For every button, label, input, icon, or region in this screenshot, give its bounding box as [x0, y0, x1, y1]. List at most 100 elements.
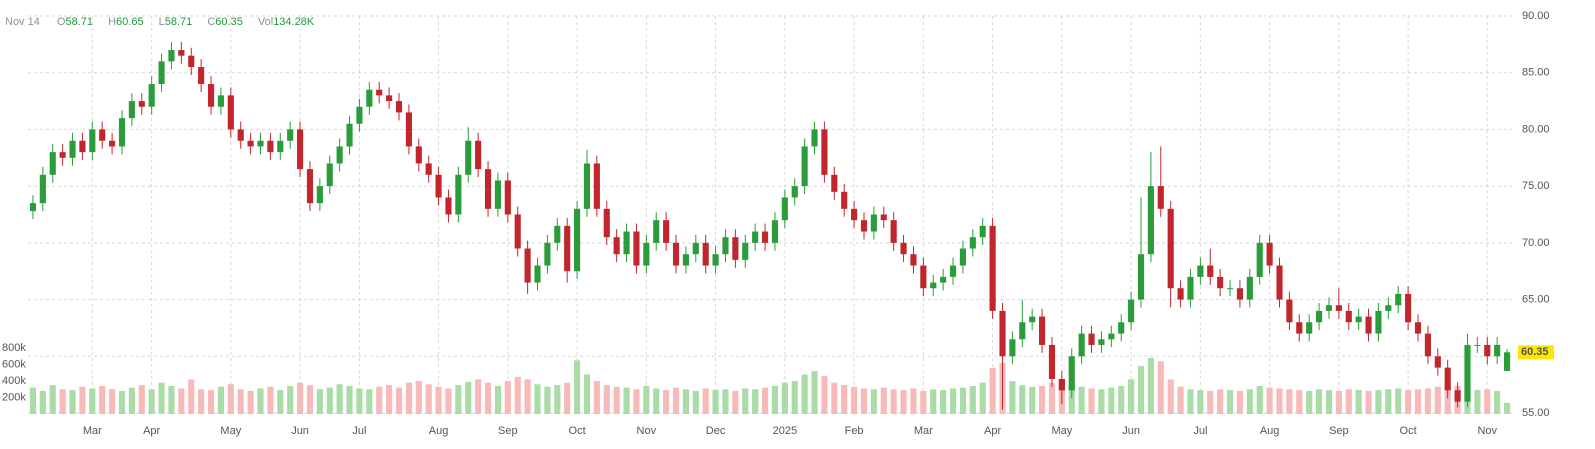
candle-body — [415, 146, 422, 164]
volume-bar — [514, 376, 521, 414]
candle-body — [900, 242, 907, 255]
volume-bar — [1177, 386, 1184, 414]
x-tick-label: Jul — [1193, 425, 1207, 437]
volume-bar — [376, 386, 383, 414]
volume-bar — [1484, 389, 1491, 414]
volume-bar — [1078, 386, 1085, 414]
volume-bar — [583, 374, 591, 414]
volume-bar — [1276, 388, 1283, 414]
candle-body — [296, 129, 304, 170]
volume-bar — [1375, 390, 1382, 414]
candle-body — [564, 225, 571, 272]
candle-body — [831, 174, 838, 192]
volume-bar — [69, 390, 76, 414]
volume-bar — [534, 384, 541, 414]
candle-body — [1009, 339, 1016, 357]
candle-body — [534, 265, 541, 283]
candle-body — [49, 152, 56, 175]
volume-bar — [158, 382, 165, 414]
x-tick-label: Mar — [914, 425, 933, 437]
candle-body — [880, 214, 887, 221]
volume-bar — [1157, 361, 1164, 414]
volume-bar — [1048, 382, 1056, 414]
candle-body — [39, 174, 46, 204]
volume-bar — [1167, 379, 1174, 414]
candle-body — [1375, 310, 1382, 334]
volume-bar — [79, 386, 86, 414]
candle-body — [504, 180, 511, 215]
candle-body — [128, 101, 135, 119]
candle-body — [1207, 265, 1214, 277]
volume-bar — [900, 390, 907, 414]
candle-body — [643, 242, 650, 266]
volume-bar — [1098, 389, 1105, 414]
volume-bar — [1296, 390, 1303, 414]
x-tick-label: Apr — [984, 425, 1001, 437]
candle-body — [237, 129, 244, 141]
volume-bar — [138, 385, 145, 414]
x-tick-label: Sep — [1329, 425, 1349, 437]
volume-bar — [1226, 390, 1234, 414]
candle-body — [1019, 322, 1026, 340]
candle-body — [732, 237, 739, 260]
volume-bars — [29, 357, 1511, 414]
volume-bar — [277, 390, 284, 414]
candle-body — [940, 276, 947, 283]
candle-body — [1236, 288, 1244, 300]
volume-bar — [593, 381, 600, 414]
volume-bar — [435, 386, 442, 414]
volume-bar — [989, 367, 996, 414]
volume-bar — [1137, 366, 1145, 414]
candle-body — [336, 146, 343, 164]
volume-bar — [484, 382, 492, 414]
volume-bar — [1128, 379, 1135, 414]
candle-body — [1385, 305, 1392, 311]
volume-bar — [356, 388, 363, 414]
x-tick-label: Feb — [845, 425, 864, 437]
candle-body — [59, 152, 66, 158]
y-tick-label: 70.00 — [1522, 237, 1550, 249]
volume-bar — [890, 389, 897, 414]
volume-bar — [217, 386, 224, 414]
candle-body — [969, 237, 976, 249]
volume-bar — [841, 385, 848, 414]
candle-body — [79, 140, 86, 153]
candle-body — [1365, 316, 1372, 334]
candle-body — [356, 106, 363, 124]
candle-body — [455, 174, 462, 215]
volume-bar — [1405, 390, 1412, 414]
volume-bar — [386, 385, 393, 414]
volume-bar — [366, 389, 373, 414]
legend-label: L — [159, 16, 165, 28]
volume-bar — [1325, 390, 1333, 414]
candle-body — [1167, 208, 1174, 289]
volume-bar — [1474, 390, 1481, 414]
volume-bar — [425, 384, 432, 414]
volume-bar — [544, 386, 551, 414]
candle-body — [306, 169, 314, 204]
candle-body — [613, 237, 620, 255]
volume-bar — [821, 376, 828, 414]
volume-bar — [395, 387, 403, 414]
volume-bar — [949, 388, 957, 414]
last-price-box — [1518, 345, 1554, 360]
candle-body — [771, 220, 779, 243]
volume-bar — [851, 386, 858, 414]
volume-bar — [1029, 386, 1036, 414]
volume-bar — [148, 389, 155, 414]
candle-body — [435, 174, 442, 198]
candle-body — [227, 95, 234, 130]
volume-bar — [1246, 389, 1253, 414]
volume-bar — [1335, 390, 1342, 414]
volume-tick-label: 600k — [2, 358, 26, 370]
candle-body — [1484, 344, 1491, 357]
volume-bar — [712, 390, 719, 414]
candle-body — [514, 214, 521, 249]
candle-body — [207, 84, 215, 107]
candle-body — [1038, 316, 1046, 345]
candle-body — [1137, 254, 1145, 300]
candle-body — [1118, 322, 1125, 334]
volume-bar — [920, 390, 927, 414]
volume-bar — [306, 385, 314, 414]
